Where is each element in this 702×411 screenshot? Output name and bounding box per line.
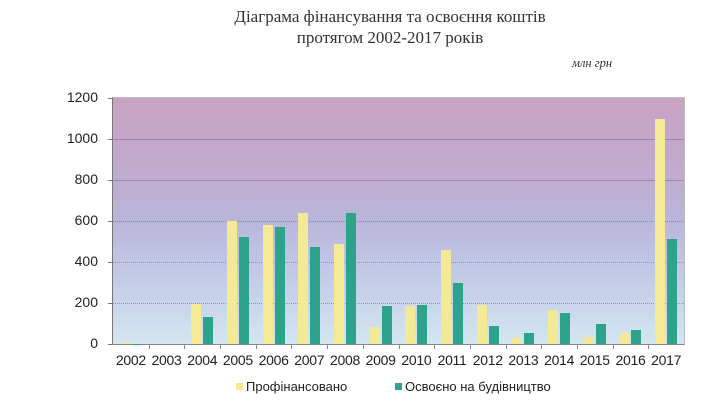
- bar-financed: [405, 306, 416, 344]
- x-tick-label: 2010: [401, 352, 432, 368]
- bar-spent: [417, 305, 428, 344]
- bar-spent: [524, 332, 535, 344]
- bar-financed: [583, 336, 594, 344]
- x-tick: [576, 344, 578, 349]
- bar-financed: [226, 221, 237, 344]
- bar-spent: [453, 282, 464, 344]
- bar-spent: [488, 325, 499, 344]
- x-tick: [291, 344, 293, 349]
- y-tick-label: 1000: [66, 130, 98, 146]
- x-tick: [434, 344, 436, 349]
- y-tick: [108, 262, 113, 263]
- x-tick-label: 2008: [329, 352, 360, 368]
- legend-swatch-spent: [395, 383, 402, 390]
- bar-spent: [631, 329, 642, 344]
- bar-financed: [298, 212, 309, 344]
- x-tick-label: 2012: [472, 352, 503, 368]
- gridline: [113, 221, 684, 222]
- x-tick-label: 2014: [544, 352, 575, 368]
- y-tick: [108, 303, 113, 304]
- x-tick-label: 2016: [615, 352, 646, 368]
- bar-spent: [595, 323, 606, 344]
- legend-item-spent: Освоєно на будівництво: [395, 379, 551, 394]
- x-tick: [327, 344, 329, 349]
- x-tick: [255, 344, 257, 349]
- bar-financed: [441, 249, 452, 344]
- bar-financed: [262, 225, 273, 344]
- chart-title-line-2: протягом 2002-2017 років: [296, 28, 484, 47]
- y-tick-label: 1200: [66, 89, 98, 105]
- x-tick-label: 2007: [294, 352, 325, 368]
- gridline: [113, 262, 684, 263]
- y-tick-label: 0: [90, 335, 98, 351]
- bar-financed: [369, 326, 380, 344]
- gridline: [113, 139, 684, 140]
- plot-area: [108, 97, 685, 349]
- bar-spent: [667, 239, 678, 344]
- legend-item-financed: Профінансовано: [236, 379, 347, 394]
- bar-financed: [619, 332, 630, 344]
- bar-financed: [512, 337, 523, 344]
- y-tick-label: 400: [74, 253, 98, 269]
- bar-financed: [548, 310, 559, 344]
- x-tick-label: 2004: [187, 352, 218, 368]
- x-tick-label: 2013: [508, 352, 539, 368]
- bar-financed: [191, 304, 202, 344]
- y-tick: [108, 98, 113, 99]
- bar-spent: [381, 306, 392, 344]
- x-tick-label: 2015: [579, 352, 610, 368]
- y-tick-label: 600: [74, 212, 98, 228]
- x-tick: [648, 344, 650, 349]
- bar-financed: [655, 118, 666, 344]
- legend-label-financed: Профінансовано: [246, 379, 348, 394]
- x-tick: [505, 344, 507, 349]
- y-tick: [108, 180, 113, 181]
- x-tick-label: 2009: [365, 352, 396, 368]
- chart-title: Діаграма фінансування та освоєння коштів…: [150, 6, 630, 48]
- x-tick: [184, 344, 186, 349]
- bar-financed: [333, 243, 344, 344]
- bar-spent: [560, 313, 571, 344]
- x-tick: [398, 344, 400, 349]
- x-tick-label: 2002: [115, 352, 146, 368]
- y-tick: [108, 139, 113, 140]
- x-tick-label: 2005: [222, 352, 253, 368]
- y-tick-label: 800: [74, 171, 98, 187]
- unit-label: млн грн: [572, 56, 613, 70]
- bar-spent: [203, 317, 214, 344]
- gridline: [113, 303, 684, 304]
- legend-label-spent: Освоєно на будівництво: [405, 379, 551, 394]
- x-tick: [220, 344, 222, 349]
- x-tick-label: 2003: [151, 352, 182, 368]
- x-tick-label: 2011: [437, 352, 467, 368]
- bar-financed: [119, 343, 130, 344]
- x-tick-label: 2006: [258, 352, 289, 368]
- bar-spent: [274, 227, 285, 344]
- x-tick: [362, 344, 364, 349]
- y-tick: [108, 344, 113, 345]
- x-tick: [469, 344, 471, 349]
- x-tick: [148, 344, 150, 349]
- x-tick: [612, 344, 614, 349]
- chart-title-line-1: Діаграма фінансування та освоєння коштів: [234, 7, 546, 26]
- gridline: [113, 180, 684, 181]
- bar-spent: [238, 237, 249, 344]
- x-tick: [541, 344, 543, 349]
- legend-swatch-financed: [236, 383, 243, 390]
- x-tick-label: 2017: [651, 352, 682, 368]
- bar-financed: [476, 305, 487, 344]
- y-tick-label: 200: [74, 294, 98, 310]
- bar-spent: [345, 212, 356, 344]
- y-tick: [108, 221, 113, 222]
- bar-spent: [310, 246, 321, 344]
